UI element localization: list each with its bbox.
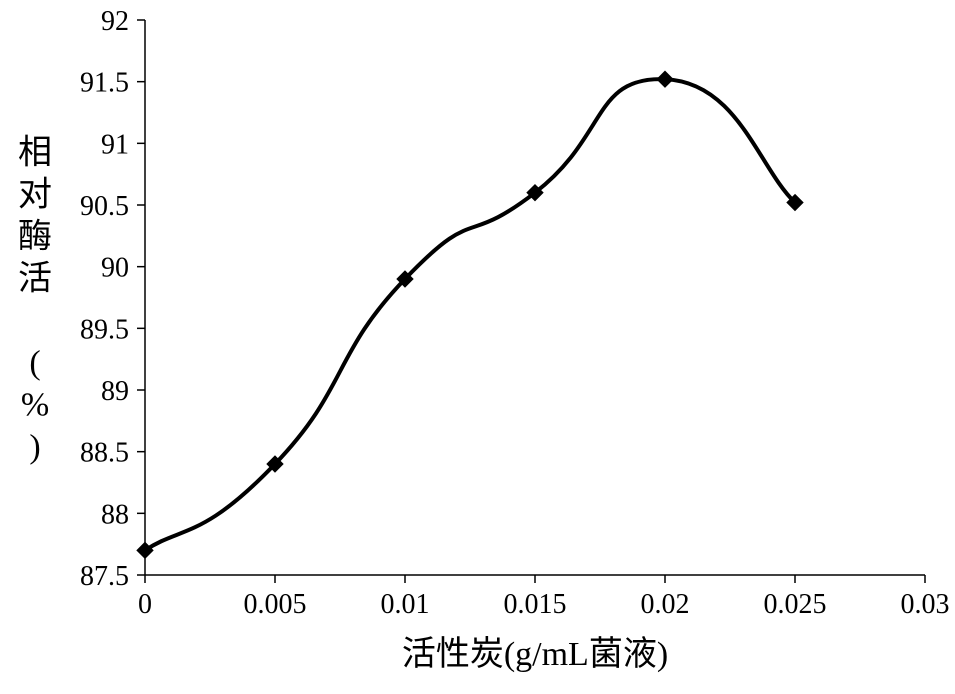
x-tick-label: 0.005 bbox=[244, 589, 307, 620]
x-tick-label: 0.025 bbox=[764, 589, 827, 620]
y-axis-title: 相对酶活 (%) bbox=[18, 134, 52, 466]
chart-container: 87.5 88 88.5 89 89.5 90 90.5 91 91.5 92 0 0.005 0.01… bbox=[0, 0, 955, 694]
y-tick-label: 89.5 bbox=[80, 314, 129, 345]
y-tick-label: 88 bbox=[101, 499, 129, 530]
y-tick-label: 87.5 bbox=[80, 561, 129, 592]
y-tick-label: 90 bbox=[101, 253, 129, 284]
data-point bbox=[657, 71, 673, 87]
x-tick-label: 0.02 bbox=[641, 589, 690, 620]
y-tick-label: 92 bbox=[101, 6, 129, 37]
y-tick-label: 89 bbox=[101, 376, 129, 407]
svg-text:相: 相 bbox=[18, 134, 52, 172]
line-chart: 87.5 88 88.5 89 89.5 90 90.5 91 91.5 92 0 0.005 0.01… bbox=[0, 0, 955, 694]
x-tick-label: 0.01 bbox=[381, 589, 430, 620]
svg-text:酶: 酶 bbox=[18, 218, 52, 256]
x-tick-label: 0 bbox=[138, 589, 152, 620]
series-line bbox=[145, 79, 795, 550]
y-tick-label: 91 bbox=[101, 129, 129, 160]
y-tick-label: 91.5 bbox=[80, 68, 129, 99]
y-tick-label: 88.5 bbox=[80, 438, 129, 469]
x-tick-label: 0.015 bbox=[504, 589, 567, 620]
svg-text:%: % bbox=[21, 387, 49, 424]
svg-text:(: ( bbox=[29, 345, 40, 382]
x-axis-title: 活性炭(g/mL菌液) bbox=[402, 635, 668, 673]
y-tick-label: 90.5 bbox=[80, 191, 129, 222]
svg-text:活: 活 bbox=[18, 261, 52, 298]
x-tick-label: 0.03 bbox=[901, 589, 950, 620]
svg-text:对: 对 bbox=[18, 176, 52, 214]
svg-text:): ) bbox=[29, 429, 40, 466]
